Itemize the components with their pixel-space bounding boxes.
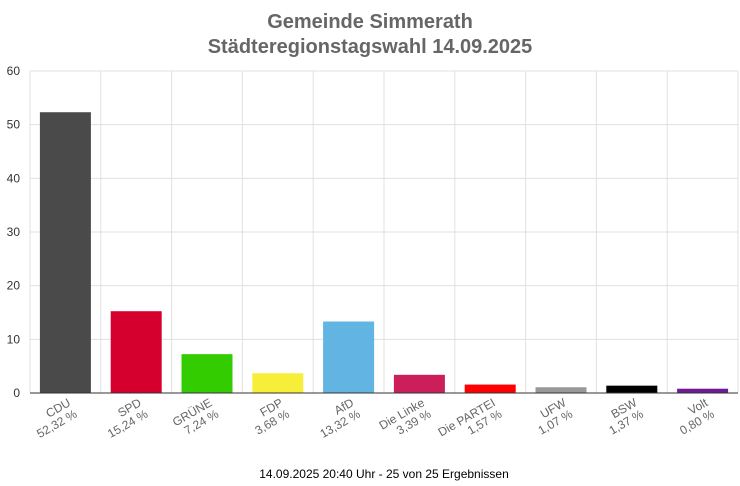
y-tick-label: 30 [7, 225, 21, 239]
bar-die-partei[interactable] [464, 384, 516, 393]
bar-die-linke[interactable] [393, 374, 445, 393]
bar-cdu[interactable] [39, 112, 91, 393]
y-tick-label: 20 [7, 279, 21, 293]
bar-grüne[interactable] [181, 354, 233, 393]
bar-volt[interactable] [677, 388, 729, 393]
y-tick-label: 10 [7, 332, 21, 346]
bar-ufw[interactable] [535, 387, 587, 393]
bar-spd[interactable] [110, 311, 162, 393]
y-tick-label: 0 [13, 386, 20, 400]
chart-title: Gemeinde Simmerath [267, 11, 473, 33]
grid [29, 70, 739, 393]
footer-note: 14.09.2025 20:40 Uhr - 25 von 25 Ergebni… [259, 467, 509, 481]
bar-bsw[interactable] [606, 385, 658, 393]
bar-afd[interactable] [323, 321, 375, 393]
y-tick-label: 60 [7, 64, 21, 78]
y-tick-label: 50 [7, 118, 21, 132]
bar-fdp[interactable] [252, 373, 304, 393]
bars [39, 112, 729, 393]
y-axis: 0 10 20 30 40 50 60 [7, 64, 21, 400]
y-tick-label: 40 [7, 171, 21, 185]
chart-subtitle: Städteregionstagswahl 14.09.2025 [208, 36, 533, 58]
